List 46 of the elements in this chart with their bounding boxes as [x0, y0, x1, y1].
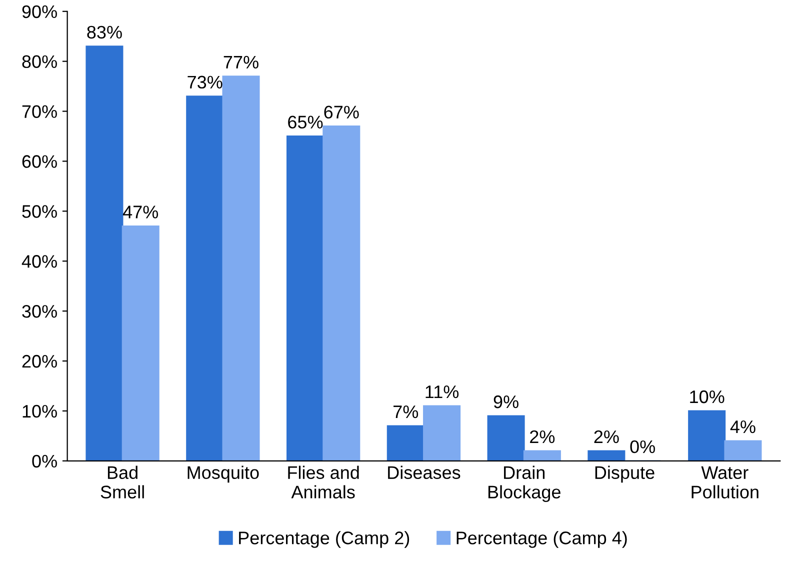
y-tick-label: 60% — [22, 155, 57, 168]
data-label: 0% — [630, 440, 655, 454]
x-tick-label: Bad Smell — [100, 466, 144, 498]
y-tick-label: 40% — [22, 255, 57, 268]
bar — [487, 415, 525, 461]
x-tick-label: Dispute — [595, 466, 654, 483]
data-label: 77% — [224, 56, 258, 69]
x-tick-label: Drain Blockage — [488, 466, 560, 502]
data-label: 10% — [690, 390, 724, 404]
y-tick-label: 20% — [22, 354, 57, 368]
x-tick-label: Mosquito — [188, 466, 259, 483]
y-tick-label: 70% — [22, 105, 57, 118]
x-tick-label: Water Pollution — [692, 466, 758, 498]
bar — [286, 136, 324, 461]
data-label: 83% — [87, 26, 122, 39]
y-tick-label: 30% — [22, 304, 57, 318]
x-tick-label: Diseases — [388, 466, 460, 480]
bar — [186, 96, 224, 461]
data-label: 73% — [188, 76, 222, 89]
y-tick-label: 50% — [22, 205, 57, 218]
data-label: 65% — [288, 116, 323, 129]
bar — [523, 450, 561, 461]
y-tick-label: 0% — [32, 454, 57, 468]
data-label: 4% — [730, 420, 756, 434]
data-label: 9% — [494, 395, 518, 408]
y-tick-label: 90% — [22, 5, 57, 18]
data-label: 67% — [324, 106, 359, 119]
bar — [122, 225, 160, 461]
legend-label: Percentage (Camp 2) — [239, 531, 410, 548]
legend-label: Percentage (Camp 4) — [456, 531, 627, 548]
bar — [386, 425, 424, 461]
data-label: 47% — [122, 206, 158, 218]
bar — [222, 76, 260, 461]
data-label: 2% — [594, 430, 619, 444]
bar — [724, 440, 762, 461]
bar — [688, 410, 726, 461]
data-label: 11% — [426, 386, 459, 398]
data-label: 2% — [530, 430, 555, 444]
bar — [86, 46, 124, 461]
bar — [322, 126, 360, 461]
x-tick-label: Flies and Animals — [288, 466, 359, 498]
bar — [588, 450, 626, 461]
bar — [423, 405, 461, 461]
y-tick-label: 80% — [22, 55, 57, 68]
y-tick-label: 10% — [22, 404, 57, 418]
data-label: 7% — [394, 405, 418, 418]
